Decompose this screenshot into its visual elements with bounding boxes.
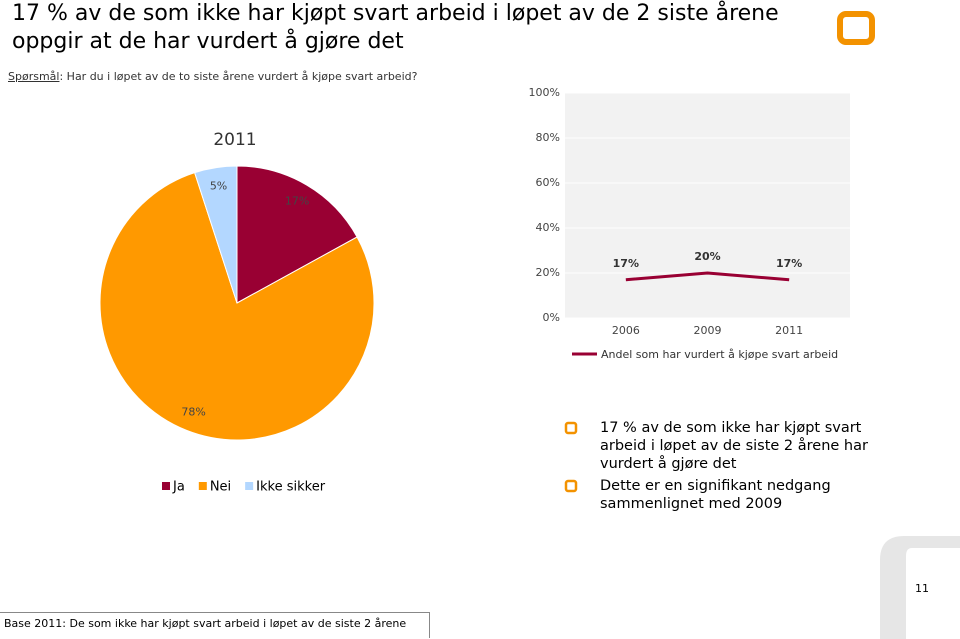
question-text: : Har du i løpet av de to siste årene vu… [59, 70, 418, 83]
legend-label: Nei [210, 480, 231, 495]
pie-slice [236, 165, 358, 304]
legend-label: Andel som har vurdert å kjøpe svart arbe… [601, 348, 838, 361]
pie-slice [194, 165, 238, 304]
x-tick-label: 2009 [694, 324, 722, 337]
decoration [880, 536, 960, 639]
legend-swatch [198, 482, 207, 490]
logo [837, 11, 875, 45]
question-label: Spørsmål [8, 70, 60, 83]
legend-label: Ja [172, 480, 185, 495]
footnote: Base 2011: De som ikke har kjøpt svart a… [0, 612, 430, 638]
data-label: 17% [285, 194, 309, 207]
pie-slice [99, 172, 375, 441]
y-tick-label: 40% [536, 221, 560, 234]
x-tick-label: 2006 [612, 324, 640, 337]
bullet-icon [564, 421, 578, 435]
bullet-text: 17 % av de som ikke har kjøpt svart arbe… [600, 420, 868, 472]
data-label: 17% [776, 257, 802, 270]
line [625, 271, 790, 282]
y-tick-label: 100% [529, 86, 560, 99]
page-number: 11 [915, 582, 929, 595]
y-tick-label: 80% [536, 131, 560, 144]
legend-swatch [162, 482, 170, 490]
chart-title: 2011 [213, 130, 256, 150]
legend-label: Ikke sikker [256, 480, 326, 495]
bullet-text: Dette er en signifikant nedgang sammenli… [600, 478, 831, 512]
data-label: 5% [210, 179, 227, 192]
slide-title: 17 % av de som ikke har kjøpt svart arbe… [12, 1, 779, 54]
question: Spørsmål: Har du i løpet av de to siste … [8, 70, 417, 83]
data-label: 17% [613, 257, 639, 270]
bullet-icon [564, 479, 578, 493]
y-tick-label: 60% [536, 176, 560, 189]
x-tick-label: 2011 [775, 324, 803, 337]
y-tick-label: 20% [536, 266, 560, 279]
data-label: 20% [694, 250, 720, 263]
data-label: 78% [181, 406, 205, 419]
plot-area [565, 93, 850, 318]
legend-swatch [245, 482, 254, 490]
y-tick-label: 0% [543, 311, 560, 324]
